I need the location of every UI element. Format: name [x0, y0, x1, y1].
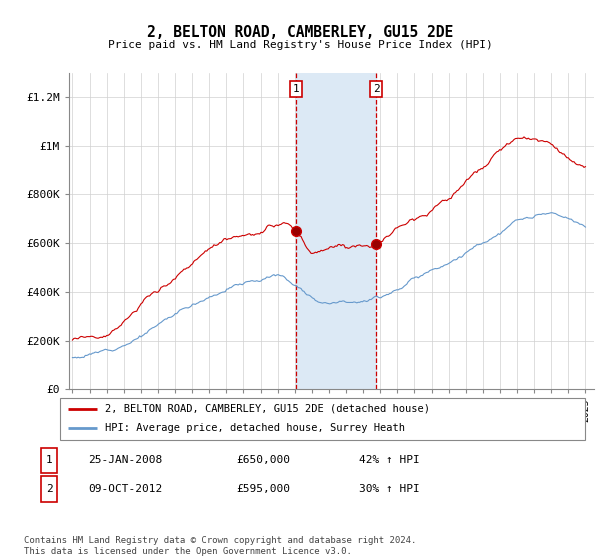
- FancyBboxPatch shape: [41, 476, 57, 502]
- Text: 25-JAN-2008: 25-JAN-2008: [88, 455, 163, 465]
- FancyBboxPatch shape: [60, 398, 585, 440]
- FancyBboxPatch shape: [41, 447, 57, 473]
- Text: 09-OCT-2012: 09-OCT-2012: [88, 484, 163, 494]
- Text: 2: 2: [46, 484, 52, 494]
- Text: 42% ↑ HPI: 42% ↑ HPI: [359, 455, 419, 465]
- Text: 2: 2: [373, 84, 380, 94]
- Bar: [296, 73, 376, 389]
- Text: HPI: Average price, detached house, Surrey Heath: HPI: Average price, detached house, Surr…: [104, 423, 404, 433]
- Text: 30% ↑ HPI: 30% ↑ HPI: [359, 484, 419, 494]
- Text: 2, BELTON ROAD, CAMBERLEY, GU15 2DE: 2, BELTON ROAD, CAMBERLEY, GU15 2DE: [147, 25, 453, 40]
- Text: 2, BELTON ROAD, CAMBERLEY, GU15 2DE (detached house): 2, BELTON ROAD, CAMBERLEY, GU15 2DE (det…: [104, 404, 430, 414]
- Text: £650,000: £650,000: [236, 455, 290, 465]
- Text: Price paid vs. HM Land Registry's House Price Index (HPI): Price paid vs. HM Land Registry's House …: [107, 40, 493, 50]
- Text: £595,000: £595,000: [236, 484, 290, 494]
- Text: Contains HM Land Registry data © Crown copyright and database right 2024.
This d: Contains HM Land Registry data © Crown c…: [24, 536, 416, 556]
- Text: 1: 1: [293, 84, 299, 94]
- Text: 1: 1: [46, 455, 52, 465]
